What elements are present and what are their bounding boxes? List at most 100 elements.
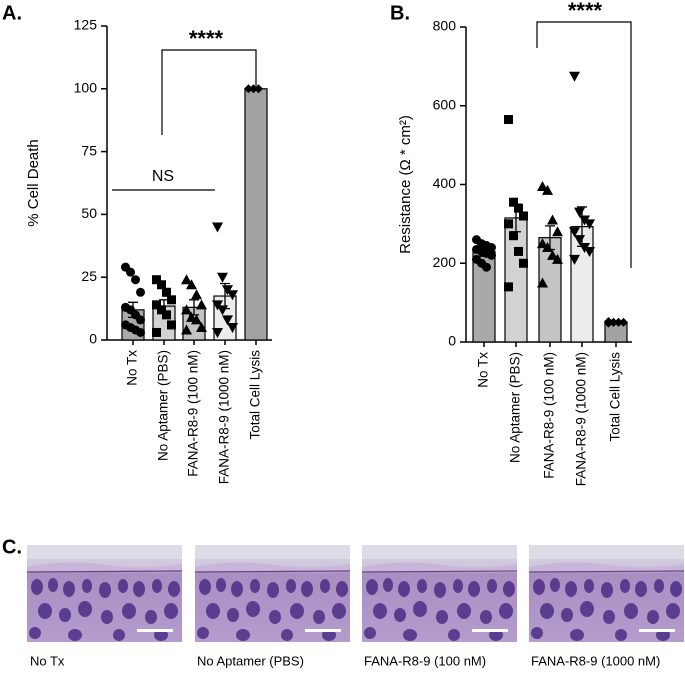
data-point: [167, 295, 176, 305]
data-point: [609, 317, 618, 327]
x-tick-label: No Aptamer (PBS): [508, 352, 523, 463]
error-bar: [159, 299, 169, 314]
data-point: [614, 317, 623, 327]
data-point: [196, 299, 207, 310]
histology-image: [362, 545, 517, 642]
data-point: [569, 227, 580, 238]
error-bar: [577, 206, 587, 247]
data-point: [227, 290, 238, 301]
data-point: [222, 315, 233, 326]
data-point: [537, 180, 548, 191]
data-point: [212, 327, 223, 338]
error-bar: [479, 246, 489, 257]
y-tick-label: 800: [433, 18, 457, 34]
data-point: [569, 254, 580, 265]
y-tick-label: 0: [448, 333, 456, 349]
data-point: [131, 275, 140, 285]
data-point: [519, 211, 528, 221]
data-point: [584, 246, 595, 257]
data-point: [552, 253, 563, 264]
data-point: [584, 219, 595, 230]
data-point: [212, 300, 223, 311]
data-point: [126, 267, 135, 277]
data-point: [244, 84, 253, 94]
data-point: [514, 246, 523, 256]
data-point: [619, 317, 628, 327]
image-caption: No Aptamer (PBS): [197, 653, 304, 668]
y-tick-label: 25: [81, 268, 97, 284]
image-caption: No Tx: [30, 653, 65, 668]
significance-bracket: [161, 49, 257, 135]
y-tick-label: 125: [74, 17, 98, 33]
data-point: [191, 314, 202, 325]
x-tick-label: No Tx: [125, 350, 140, 386]
x-tick-label: No Aptamer (PBS): [156, 350, 171, 461]
x-tick-label: FANA-R8-9 (1000 nM): [217, 350, 232, 484]
data-point: [196, 321, 207, 332]
data-point: [136, 287, 145, 297]
data-point: [217, 272, 228, 283]
data-point: [547, 249, 558, 260]
data-point: [482, 262, 491, 272]
data-point: [191, 289, 202, 300]
data-point: [181, 304, 192, 315]
data-point: [537, 238, 548, 249]
y-tick-label: 400: [433, 175, 457, 191]
data-point: [504, 219, 513, 229]
error-bar: [189, 299, 199, 316]
bar: [244, 88, 268, 341]
data-point: [157, 280, 166, 290]
y-tick-label: 0: [89, 331, 97, 347]
image-caption: FANA-R8-9 (1000 nM): [531, 653, 660, 668]
x-tick-label: Total Cell Lysis: [248, 350, 263, 440]
data-point: [537, 277, 548, 288]
histology-image: [195, 545, 350, 642]
data-point: [552, 226, 563, 237]
data-point: [186, 279, 197, 290]
data-point: [569, 71, 580, 82]
data-point: [167, 320, 176, 330]
data-point: [504, 282, 513, 292]
histology-image: [27, 545, 182, 642]
x-tick-label: No Tx: [476, 352, 491, 388]
error-bar: [545, 225, 555, 251]
annotation: NS: [152, 168, 174, 185]
data-point: [136, 327, 145, 337]
data-point: [181, 324, 192, 335]
x-tick-label: FANA-R8-9 (100 nM): [186, 350, 201, 477]
panel-label: B.: [390, 2, 410, 24]
data-point: [487, 250, 496, 260]
data-point: [152, 327, 161, 337]
data-point: [212, 222, 223, 233]
data-point: [487, 243, 496, 252]
panel-label: A.: [2, 2, 22, 24]
data-point: [136, 315, 145, 325]
error-bar: [511, 203, 521, 233]
image-caption: FANA-R8-9 (100 nM): [364, 653, 486, 668]
histology-image: [529, 545, 684, 642]
y-tick-label: 100: [74, 80, 98, 96]
data-point: [227, 322, 238, 333]
bar: [538, 237, 562, 343]
data-point: [181, 274, 192, 285]
data-point: [547, 214, 558, 225]
annotation: ****: [189, 26, 224, 51]
annotation: ****: [568, 0, 603, 23]
error-bar: [128, 301, 138, 319]
significance-bracket: [536, 21, 632, 268]
x-tick-label: FANA-R8-9 (1000 nM): [574, 352, 589, 486]
data-point: [519, 258, 528, 268]
x-tick-label: FANA-R8-9 (100 nM): [542, 352, 557, 479]
y-axis-title: Resistance (Ω * cm²): [397, 115, 414, 254]
data-point: [504, 115, 513, 125]
data-point: [542, 184, 553, 195]
data-point: [509, 231, 518, 241]
data-point: [162, 287, 171, 297]
y-tick-label: 50: [81, 205, 97, 221]
x-tick-label: Total Cell Lysis: [608, 352, 623, 442]
y-tick-label: 600: [433, 96, 457, 112]
panel-label: C.: [2, 536, 22, 558]
error-bar: [220, 282, 230, 310]
y-tick-label: 75: [81, 142, 97, 158]
